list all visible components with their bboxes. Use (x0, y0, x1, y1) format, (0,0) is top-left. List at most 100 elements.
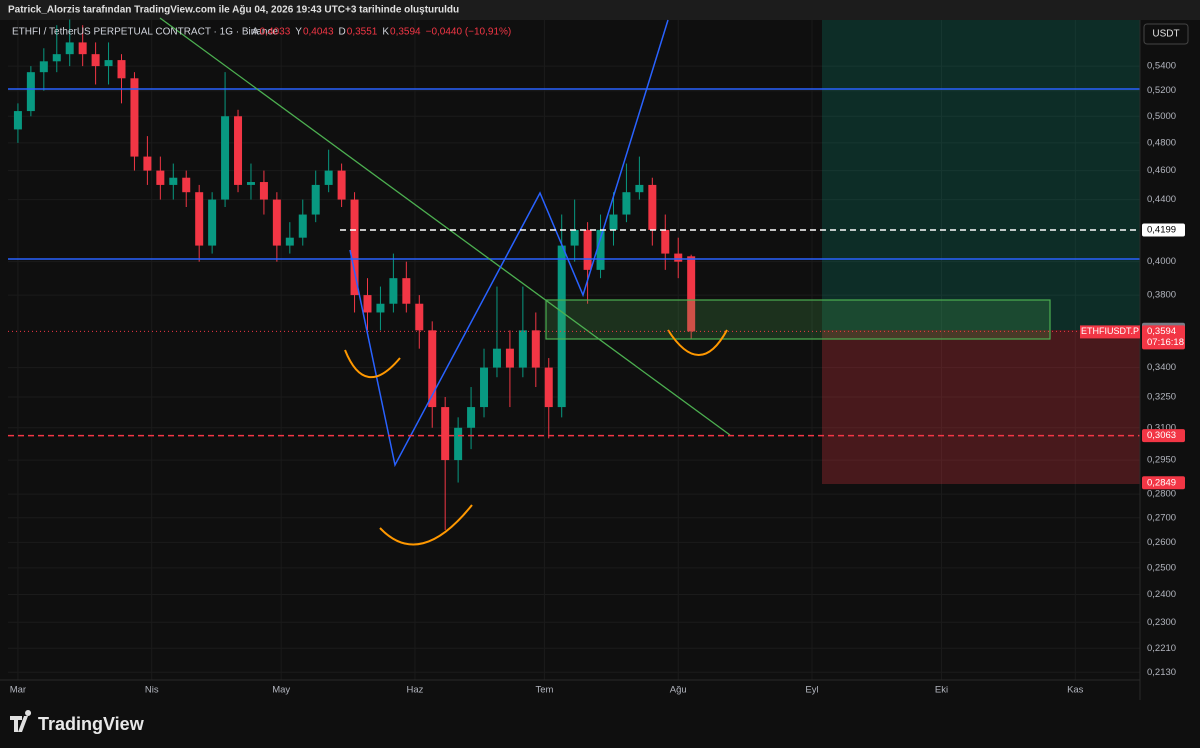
candle-body (234, 116, 243, 185)
brand-logo: TradingView (10, 710, 145, 734)
x-tick-label: Tem (535, 685, 553, 696)
zigzag (349, 19, 669, 468)
x-tick-label: Eki (935, 685, 948, 696)
candle-body (285, 237, 294, 246)
candle-body (441, 407, 450, 461)
y-tick-label: 0,5000 (1147, 111, 1176, 122)
candle-body (208, 199, 217, 246)
candle-body (557, 245, 566, 408)
candle-body (544, 367, 553, 408)
candle-body (182, 177, 191, 193)
candle-body (130, 78, 139, 157)
candle-body (169, 177, 178, 185)
candle-body (674, 253, 683, 262)
y-tick-label: 0,5200 (1147, 85, 1176, 96)
symbol-tag: ETHFIUSDT.P (1081, 326, 1139, 336)
stop-zone (822, 330, 1140, 484)
candle-body (505, 348, 514, 368)
price-label-box (1142, 325, 1185, 350)
legend-value: 0,3551 (347, 27, 378, 38)
price-label-box (1142, 476, 1185, 490)
brand: TradingView (38, 714, 145, 734)
y-tick-label: 0,5400 (1147, 61, 1176, 72)
y-tick-label: 0,4800 (1147, 137, 1176, 148)
price-label: 0,3594 (1147, 326, 1176, 337)
candle-body (143, 156, 152, 171)
y-tick-label: 0,3250 (1147, 391, 1176, 402)
y-tick-label: 0,2800 (1147, 489, 1176, 500)
candle-body (480, 367, 489, 408)
y-tick-label: 0,4000 (1147, 256, 1176, 267)
legend-title: ETHFI / TetherUS PERPETUAL CONTRACT · 1G… (12, 27, 278, 38)
candle-body (195, 192, 204, 246)
candle-body (661, 229, 670, 254)
candle-body (428, 330, 437, 408)
candle-body (376, 303, 385, 313)
price-label: 0,3063 (1147, 430, 1176, 441)
y-tick-label: 0,4600 (1147, 165, 1176, 176)
candle-body (635, 184, 644, 193)
candle-body (687, 256, 696, 332)
candle-body (570, 229, 579, 246)
x-tick-label: Nis (145, 685, 159, 696)
candle-body (311, 184, 320, 215)
candle-body (259, 182, 268, 200)
candle-body (337, 170, 346, 200)
x-tick-label: Eyl (805, 685, 818, 696)
symbol-tag-box (1080, 325, 1140, 339)
legend-change: −0,0440 (−10,91%) (426, 27, 512, 38)
candle-body (402, 278, 411, 304)
candle-body (415, 303, 424, 331)
candle-body (39, 61, 48, 73)
candle-body (272, 199, 281, 246)
legend-key: D (339, 27, 346, 38)
y-tick-label: 0,2500 (1147, 562, 1176, 573)
x-tick-label: Mar (10, 685, 26, 696)
candle-body (454, 427, 463, 461)
price-label: 0,4199 (1147, 225, 1176, 236)
y-tick-label: 0,2950 (1147, 455, 1176, 466)
legend-value: 0,3594 (390, 27, 421, 38)
candle-body (609, 214, 618, 230)
y-tick-label: 0,2130 (1147, 667, 1176, 678)
y-tick-label: 0,2400 (1147, 589, 1176, 600)
candle-body (622, 192, 631, 215)
x-tick-label: Ağu (670, 685, 687, 696)
arc (344, 349, 401, 378)
plot-area (8, 19, 1140, 680)
candle-body (26, 72, 35, 112)
arc (379, 504, 473, 546)
countdown: 07:16:18 (1147, 337, 1184, 348)
legend-key: Y (295, 27, 302, 38)
overlay (8, 229, 1140, 437)
price-label: 0,2849 (1147, 477, 1176, 488)
legend-value: 0,4033 (260, 27, 291, 38)
x-tick-label: Haz (407, 685, 424, 696)
candle-body (117, 60, 126, 79)
candle-body (467, 407, 476, 428)
candle-body (65, 42, 74, 55)
trend-line (159, 17, 731, 436)
price-label-box (1142, 429, 1185, 443)
candle-body (13, 111, 22, 130)
candle-body (78, 42, 87, 55)
currency-button[interactable] (1143, 23, 1189, 45)
credit: Patrick_Alorzis tarafından TradingView.c… (8, 5, 459, 16)
legend-key: A (252, 27, 259, 38)
currency: USDT (1152, 29, 1179, 40)
candle-body (596, 229, 605, 270)
x-tick-label: May (272, 685, 290, 696)
candle-body (518, 330, 527, 368)
y-tick-label: 0,4400 (1147, 194, 1176, 205)
candle-body (389, 278, 398, 304)
candle-body (492, 348, 501, 368)
y-tick-label: 0,2210 (1147, 643, 1176, 654)
header-bar (0, 0, 1200, 20)
candle-body (104, 60, 113, 67)
target-zone (822, 20, 1140, 330)
y-tick-label: 0,3100 (1147, 422, 1176, 433)
price-label-box (1142, 223, 1185, 237)
y-tick-label: 0,3800 (1147, 290, 1176, 301)
